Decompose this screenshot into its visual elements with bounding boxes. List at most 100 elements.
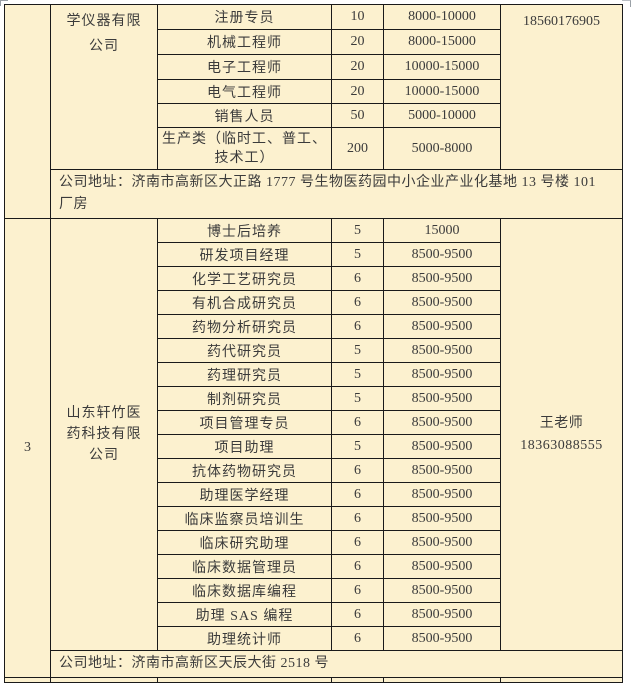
job-title-cell: 有机合成研究员 — [157, 290, 332, 315]
job-title-cell: 项目管理专员 — [157, 410, 332, 435]
company-name-line: 公司 — [89, 448, 119, 463]
job-count-cell: 6 — [331, 506, 384, 531]
section-index-cell — [4, 677, 51, 683]
job-salary-cell: 8500-9500 — [383, 578, 501, 603]
job-count-cell: 6 — [331, 482, 384, 507]
table-row: 3 山东轩竹医 药科技有限 公司 博士后培养 5 15000 王老师 18363… — [4, 218, 623, 678]
job-salary-cell: 8000-10000 — [383, 4, 501, 30]
job-count-cell: 6 — [331, 530, 384, 555]
table-row: 药物分析研究员 6 8500-9500 — [5, 314, 623, 339]
contact-line: 王老师 — [539, 415, 584, 431]
job-salary-cell: 8500-9500 — [383, 314, 501, 339]
job-count-cell: 6 — [331, 290, 384, 315]
job-title-cell: 助理统计师 — [157, 626, 332, 651]
job-salary-cell: 5000-10000 — [383, 103, 501, 128]
table-row: 电子工程师 20 10000-15000 — [5, 54, 623, 80]
job-count-cell: 20 — [331, 54, 384, 80]
job-title-cell: 化学工艺研究员 — [157, 266, 332, 291]
company-name-line: 山东轩竹医 — [66, 406, 142, 421]
job-count-cell: 200 — [331, 127, 384, 170]
table-row: 项目助理 5 8500-9500 — [5, 434, 623, 459]
job-salary-cell: 8500-9500 — [383, 410, 501, 435]
table-row: 助理医学经理 6 8500-9500 — [5, 482, 623, 507]
job-salary-cell: 8500-9500 — [383, 242, 501, 267]
job-count-cell: 10 — [331, 4, 384, 30]
job-salary-cell: 8500-9500 — [383, 530, 501, 555]
job-title-cell: 药理研究员 — [157, 362, 332, 387]
job-title-cell: 销售人员 — [157, 103, 332, 128]
table-row — [4, 677, 623, 683]
table-row: 助理 SAS 编程 6 8500-9500 — [5, 602, 623, 627]
table-row: 抗体药物研究员 6 8500-9500 — [5, 458, 623, 483]
company-address-cell: 公司地址：济南市高新区大正路 1777 号生物医药园中小企业产业化基地 13 号… — [50, 169, 623, 219]
job-salary-cell: 10000-15000 — [383, 79, 501, 104]
section-index-cell: 3 — [4, 218, 51, 678]
job-title-cell: 药物分析研究员 — [157, 314, 332, 339]
company-name-line: 学仪器有限 — [66, 14, 142, 29]
job-salary-cell: 8500-9500 — [383, 506, 501, 531]
job-title-cell: 电子工程师 — [157, 54, 332, 80]
job-title-cell: 临床监察员培训生 — [157, 506, 332, 531]
job-salary-cell: 8500-9500 — [383, 362, 501, 387]
job-count-cell: 20 — [331, 79, 384, 104]
job-title-cell: 制剂研究员 — [157, 386, 332, 411]
job-count-cell: 6 — [331, 554, 384, 579]
contact-cell: 王老师 18363088555 — [500, 218, 623, 651]
job-salary-cell: 8500-9500 — [383, 458, 501, 483]
company-name-cell: 学仪器有限 公司 — [50, 4, 158, 170]
job-title-cell: 助理 SAS 编程 — [157, 602, 332, 627]
table-row: 机械工程师 20 8000-15000 — [5, 29, 623, 55]
contact-cell: 18560176905 — [500, 4, 623, 170]
job-salary-cell: 8000-15000 — [383, 29, 501, 55]
job-title-cell: 助理医学经理 — [157, 482, 332, 507]
table-row: 有机合成研究员 6 8500-9500 — [5, 290, 623, 315]
job-salary-cell: 8500-9500 — [383, 482, 501, 507]
job-count-cell: 6 — [331, 266, 384, 291]
company-name-cell — [50, 677, 158, 683]
table-row: 临床监察员培训生 6 8500-9500 — [5, 506, 623, 531]
job-count-cell: 6 — [331, 314, 384, 339]
job-count-cell: 6 — [331, 410, 384, 435]
job-count-cell: 5 — [331, 386, 384, 411]
job-title-cell: 药代研究员 — [157, 338, 332, 363]
table-row: 销售人员 50 5000-10000 — [5, 103, 623, 128]
job-count-cell: 6 — [331, 578, 384, 603]
table-row: 电气工程师 20 10000-15000 — [5, 79, 623, 104]
company-name-cell: 山东轩竹医 药科技有限 公司 — [50, 218, 158, 651]
job-title-cell: 博士后培养 — [157, 218, 332, 243]
job-title-cell: 机械工程师 — [157, 29, 332, 55]
job-salary-cell: 8500-9500 — [383, 266, 501, 291]
job-salary-cell: 8500-9500 — [383, 434, 501, 459]
job-salary-cell: 8500-9500 — [383, 290, 501, 315]
job-count-cell: 5 — [331, 218, 384, 243]
table-row: 药理研究员 5 8500-9500 — [5, 362, 623, 387]
recruitment-table: 学仪器有限 公司 注册专员 10 8000-10000 18560176905 … — [4, 4, 623, 683]
job-count-cell: 6 — [331, 458, 384, 483]
job-salary-cell: 8500-9500 — [383, 626, 501, 651]
table-row: 化学工艺研究员 6 8500-9500 — [5, 266, 623, 291]
table-row: 研发项目经理 5 8500-9500 — [5, 242, 623, 267]
contact-line: 18560176905 — [523, 14, 600, 29]
page-corner-mark-right — [622, 0, 631, 7]
job-count-cell: 20 — [331, 29, 384, 55]
job-title-cell: 研发项目经理 — [157, 242, 332, 267]
job-salary-cell: 5000-8000 — [383, 127, 501, 170]
company-name-line: 药科技有限 — [66, 427, 142, 442]
job-title-cell: 电气工程师 — [157, 79, 332, 104]
company-name-line: 公司 — [89, 39, 119, 54]
job-title-cell: 注册专员 — [157, 4, 332, 30]
table-row: 助理统计师 6 8500-9500 — [5, 626, 623, 651]
job-count-cell: 6 — [331, 602, 384, 627]
table-row: 学仪器有限 公司 注册专员 10 8000-10000 18560176905 — [4, 4, 623, 219]
job-count-cell: 5 — [331, 434, 384, 459]
table-row: 公司地址：济南市高新区天辰大街 2518 号 — [5, 650, 623, 678]
job-salary-cell: 8500-9500 — [383, 554, 501, 579]
job-salary-cell: 10000-15000 — [383, 54, 501, 80]
job-count-cell: 5 — [331, 362, 384, 387]
job-title-cell: 抗体药物研究员 — [157, 458, 332, 483]
page-corner-mark-left — [0, 0, 8, 6]
section-index-cell — [4, 4, 51, 219]
table-row: 临床数据管理员 6 8500-9500 — [5, 554, 623, 579]
job-count-cell — [331, 677, 384, 683]
